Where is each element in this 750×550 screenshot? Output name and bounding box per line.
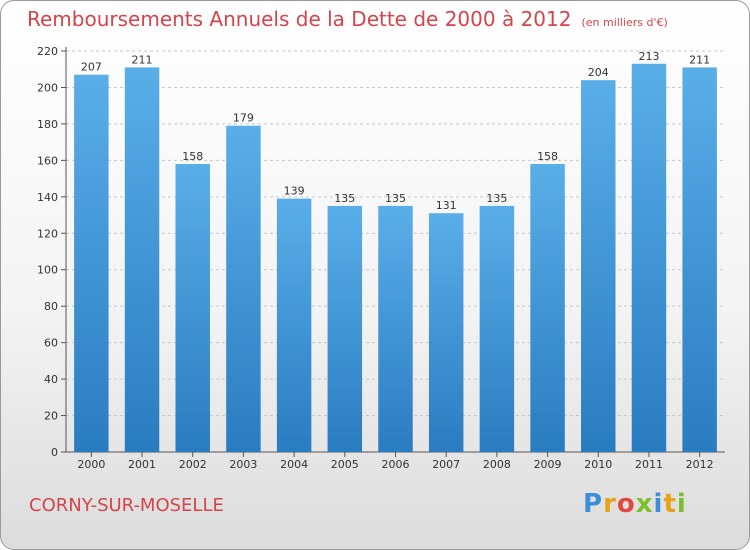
data-label: 158 xyxy=(537,150,558,163)
bar-2010 xyxy=(581,80,616,452)
logo-letter: x xyxy=(635,489,654,519)
y-tick-label: 220 xyxy=(37,45,58,58)
bar-2011 xyxy=(631,63,667,452)
y-tick-label: 20 xyxy=(44,410,58,423)
y-tick-label: 140 xyxy=(37,191,58,204)
y-tick-labels: 0 20 40 60 80 100 120 140 160 180 200 220 xyxy=(37,45,58,459)
bars xyxy=(74,63,717,453)
data-label: 135 xyxy=(486,192,507,205)
data-label: 211 xyxy=(132,53,153,66)
x-tick-labels: 2000 2001 2002 2003 2004 2005 2006 2007 2008 2009… xyxy=(77,452,714,471)
proxiti-logo: Proxiti xyxy=(583,489,687,519)
x-tick-label: 2002 xyxy=(179,458,207,471)
x-tick-label: 2005 xyxy=(331,458,359,471)
y-tick-label: 100 xyxy=(37,264,58,277)
bar-2008 xyxy=(479,205,515,452)
chart-title-text: Remboursements Annuels de la Dette de 20… xyxy=(27,7,572,31)
y-tick-label: 40 xyxy=(44,373,58,386)
x-tick-label: 2004 xyxy=(280,458,308,471)
bar-2004 xyxy=(276,198,312,452)
bar-2006 xyxy=(378,205,413,452)
x-tick-label: 2003 xyxy=(229,458,257,471)
x-tick-label: 2001 xyxy=(128,458,156,471)
data-label: 131 xyxy=(436,199,457,212)
data-label: 158 xyxy=(182,150,203,163)
data-label: 135 xyxy=(385,192,406,205)
data-label: 135 xyxy=(334,192,355,205)
bar-2009 xyxy=(530,164,565,452)
y-tick-label: 160 xyxy=(37,154,58,167)
logo-letter: o xyxy=(616,489,636,519)
data-label: 179 xyxy=(233,112,254,125)
x-tick-label: 2012 xyxy=(686,458,714,471)
bar-2002 xyxy=(175,164,210,452)
y-tick-label: 0 xyxy=(51,446,58,459)
data-label: 207 xyxy=(81,61,102,74)
data-label: 204 xyxy=(588,66,609,79)
logo-letter: i xyxy=(676,489,687,519)
x-tick-label: 2007 xyxy=(432,458,460,471)
x-tick-label: 2006 xyxy=(382,458,410,471)
commune-name: CORNY-SUR-MOSELLE xyxy=(29,495,224,516)
x-tick-label: 2000 xyxy=(77,458,105,471)
bar-2005 xyxy=(327,205,363,452)
bar-2000 xyxy=(74,74,109,452)
bar-2012 xyxy=(682,67,717,453)
y-tick-label: 120 xyxy=(37,227,58,240)
y-tick-label: 180 xyxy=(37,118,58,131)
y-tick-label: 60 xyxy=(44,337,58,350)
x-tick-label: 2010 xyxy=(584,458,612,471)
data-label: 211 xyxy=(689,53,710,66)
data-label: 139 xyxy=(284,185,305,198)
x-tick-label: 2011 xyxy=(635,458,663,471)
chart-unit-note: (en milliers d'€) xyxy=(581,16,668,29)
logo-letter: t xyxy=(663,489,677,519)
chart-title: Remboursements Annuels de la Dette de 20… xyxy=(27,7,668,31)
y-tick-label: 200 xyxy=(37,81,58,94)
logo-letter: i xyxy=(653,489,664,519)
data-label: 213 xyxy=(638,50,659,63)
bar-2007 xyxy=(428,213,464,452)
bar-2001 xyxy=(124,67,160,453)
x-tick-label: 2009 xyxy=(534,458,562,471)
logo-letter: P xyxy=(583,489,604,519)
y-tick-label: 80 xyxy=(44,300,58,313)
logo-letter: r xyxy=(603,489,617,519)
bar-2003 xyxy=(226,125,261,453)
data-labels: 207 211 158 179 139 135 135 131 135 158 204 213 211 xyxy=(81,50,710,212)
x-tick-label: 2008 xyxy=(483,458,511,471)
